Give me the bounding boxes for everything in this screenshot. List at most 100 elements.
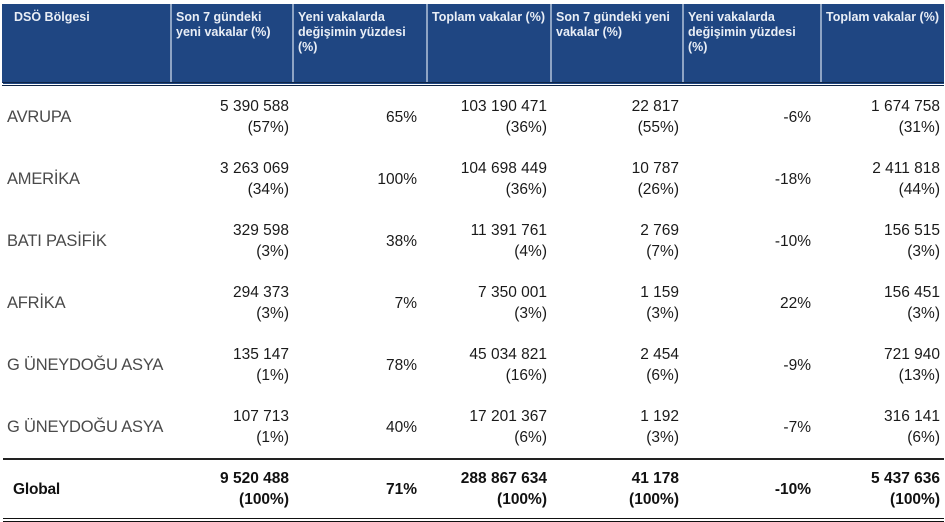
change-percent-value: 100% <box>377 170 417 188</box>
total-cases-b: 721 940 (13%) <box>821 334 944 396</box>
change-percent-b-value: -18% <box>774 170 811 188</box>
total-cases: 288 867 634 (100%) <box>427 458 551 522</box>
total-cases: 17 201 367 (6%) <box>427 396 551 459</box>
total-cases: 11 391 761 (4%) <box>427 210 551 272</box>
total-cases-b: 5 437 636 (100%) <box>821 458 944 522</box>
table-row: AMERİKA 3 263 069 (34%) 100% 104 698 449 (36%… <box>3 148 944 210</box>
new-cases-7days-value: 329 598 <box>232 222 289 239</box>
change-percent: 71% <box>293 458 427 522</box>
total-cases-b-value: 2 411 818 <box>872 160 940 177</box>
total-cases-value: 103 190 471 <box>460 98 547 115</box>
new-cases-7days-b-value: 1 192 <box>640 408 679 425</box>
total-cases-b-percent: (31%) <box>898 119 940 136</box>
global-row: Global 9 520 488 (100%) 71% 288 867 634 (100%… <box>3 458 944 522</box>
total-cases-b-percent: (44%) <box>898 181 940 198</box>
total-cases-percent: (16%) <box>505 367 547 384</box>
total-cases-b: 316 141 (6%) <box>821 396 944 459</box>
header-region: DSÖ Bölgesi <box>2 4 171 86</box>
new-cases-7days-value: 294 373 <box>232 284 289 301</box>
new-cases-7days-percent: (1%) <box>256 367 289 384</box>
change-percent-b-value: -7% <box>783 418 811 436</box>
total-cases-b-value: 5 437 636 <box>871 470 940 487</box>
new-cases-7days: 5 390 588 (57%) <box>171 84 293 148</box>
total-cases-b-value: 156 451 <box>883 284 940 301</box>
new-cases-7days-b: 22 817 (55%) <box>551 84 683 148</box>
new-cases-7days-b: 2 769 (7%) <box>551 210 683 272</box>
header-total: Toplam vakalar (%) <box>426 4 551 86</box>
total-cases: 103 190 471 (36%) <box>427 84 551 148</box>
total-cases-b-value: 721 940 <box>883 346 940 363</box>
total-cases-value: 104 698 449 <box>460 160 547 177</box>
total-cases-value: 45 034 821 <box>469 346 547 363</box>
total-cases-value: 17 201 367 <box>469 408 547 425</box>
new-cases-7days-value: 3 263 069 <box>220 160 289 177</box>
new-cases-7days-percent: (100%) <box>239 491 289 508</box>
new-cases-7days: 3 263 069 (34%) <box>171 148 293 210</box>
total-cases-percent: (36%) <box>505 181 547 198</box>
change-percent-b-value: 22% <box>779 294 811 312</box>
new-cases-7days: 107 713 (1%) <box>171 396 293 459</box>
total-cases-percent: (3%) <box>514 305 547 322</box>
header-total-b: Toplam vakalar (%) <box>820 4 944 86</box>
total-cases: 104 698 449 (36%) <box>427 148 551 210</box>
region-name: AMERİKA <box>7 169 80 188</box>
total-cases-value: 7 350 001 <box>478 284 547 301</box>
change-percent-value: 78% <box>385 356 417 374</box>
change-percent-b-value: -6% <box>783 108 811 126</box>
region-name: BATI PASİFİK <box>7 231 107 250</box>
change-percent: 40% <box>293 396 427 459</box>
change-percent-b-value: -10% <box>774 480 811 498</box>
total-cases-value: 11 391 761 <box>470 222 547 239</box>
new-cases-7days: 9 520 488 (100%) <box>171 458 293 522</box>
new-cases-7days-b-percent: (3%) <box>646 305 679 322</box>
new-cases-7days-b: 1 192 (3%) <box>551 396 683 459</box>
new-cases-7days: 294 373 (3%) <box>171 272 293 334</box>
new-cases-7days: 329 598 (3%) <box>171 210 293 272</box>
total-cases-b: 156 515 (3%) <box>821 210 944 272</box>
change-percent-b: -10% <box>683 210 821 272</box>
change-percent-value: 40% <box>385 418 417 436</box>
region-name: Global <box>3 458 171 522</box>
total-cases-percent: (36%) <box>505 119 547 136</box>
change-percent-b: -18% <box>683 148 821 210</box>
new-cases-7days-b-percent: (3%) <box>646 429 679 446</box>
new-cases-7days-b-value: 2 769 <box>640 222 679 239</box>
change-percent-b: -10% <box>683 458 821 522</box>
region-name: G ÜNEYDOĞU ASYA <box>7 355 164 374</box>
change-percent: 78% <box>293 334 427 396</box>
new-cases-7days-b-percent: (6%) <box>646 367 679 384</box>
header-change-pct-b: Yeni vakalarda değişimin yüzdesi (%) <box>682 4 821 86</box>
new-cases-7days-percent: (3%) <box>256 305 289 322</box>
new-cases-7days-b: 2 454 (6%) <box>551 334 683 396</box>
total-cases-b: 1 674 758 (31%) <box>821 84 944 148</box>
table-row: BATI PASİFİK 329 598 (3%) 38% 11 391 761 (4%)… <box>3 210 944 272</box>
region-name: G ÜNEYDOĞU ASYA <box>7 417 164 436</box>
change-percent-value: 38% <box>385 232 417 250</box>
new-cases-7days-percent: (34%) <box>247 181 289 198</box>
new-cases-7days-b-value: 2 454 <box>640 346 679 363</box>
new-cases-7days-b-percent: (55%) <box>637 119 679 136</box>
total-cases-b-percent: (6%) <box>907 429 940 446</box>
total-cases-b-percent: (13%) <box>898 367 940 384</box>
new-cases-7days-percent: (3%) <box>256 243 289 260</box>
table-row: AVRUPA 5 390 588 (57%) 65% 103 190 471 (36%) 2… <box>3 84 944 148</box>
total-cases-percent: (100%) <box>497 491 547 508</box>
table-row: G ÜNEYDOĞU ASYA 107 713 (1%) 40% 17 201 367 (… <box>3 396 944 459</box>
change-percent-b: -7% <box>683 396 821 459</box>
change-percent: 100% <box>293 148 427 210</box>
total-cases-b: 2 411 818 (44%) <box>821 148 944 210</box>
region-name: AVRUPA <box>7 107 72 126</box>
change-percent-b: 22% <box>683 272 821 334</box>
new-cases-7days-b: 41 178 (100%) <box>551 458 683 522</box>
new-cases-7days-b-percent: (26%) <box>637 181 679 198</box>
table-row: AFRİKA 294 373 (3%) 7% 7 350 001 (3%) 1 159 (3%… <box>3 272 944 334</box>
change-percent-value: 7% <box>394 294 417 312</box>
new-cases-7days-b: 10 787 (26%) <box>551 148 683 210</box>
new-cases-7days-b-value: 41 178 <box>631 470 679 487</box>
header-new-7days-b: Son 7 gündeki yeni vakalar (%) <box>550 4 683 86</box>
new-cases-7days-value: 135 147 <box>232 346 289 363</box>
new-cases-7days-b-percent: (7%) <box>646 243 679 260</box>
region-name: AFRİKA <box>7 293 66 312</box>
who-region-table: DSÖ Bölgesi Son 7 gündeki yeni vakalar (… <box>2 4 944 522</box>
new-cases-7days-b-value: 1 159 <box>640 284 679 301</box>
